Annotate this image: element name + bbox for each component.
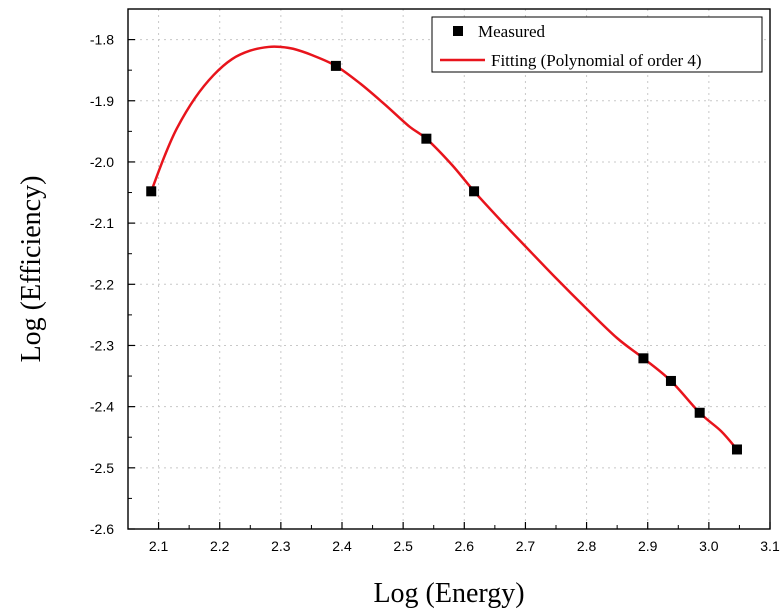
x-tick-label: 2.8 bbox=[577, 538, 597, 554]
measured-point bbox=[421, 133, 432, 144]
point-layer bbox=[146, 60, 742, 455]
legend-marker-measured bbox=[453, 26, 463, 36]
y-tick-label: -2.4 bbox=[90, 399, 114, 415]
y-tick-label: -2.3 bbox=[90, 337, 114, 353]
measured-point bbox=[330, 60, 341, 71]
y-axis: -2.6 -2.5 -2.4 -2.3 -2.2 -2.1 -2.0 -1.9 -1.8 bbox=[90, 32, 135, 537]
x-tick-label: 3.1 bbox=[760, 538, 780, 554]
measured-point bbox=[146, 186, 157, 197]
y-tick-label: -2.5 bbox=[90, 460, 114, 476]
measured-point bbox=[469, 186, 480, 197]
y-tick-label: -1.9 bbox=[90, 93, 114, 109]
x-tick-label: 2.5 bbox=[393, 538, 413, 554]
x-tick-label: 2.2 bbox=[210, 538, 230, 554]
plot-frame bbox=[127, 8, 771, 530]
measured-point bbox=[731, 444, 742, 455]
x-tick-label: 2.9 bbox=[638, 538, 658, 554]
x-axis-title: Log (Energy) bbox=[373, 578, 524, 609]
y-tick-label: -2.2 bbox=[90, 276, 114, 292]
y-tick-label: -1.8 bbox=[90, 32, 114, 48]
y-tick-label: -2.0 bbox=[90, 154, 114, 170]
measured-point bbox=[638, 353, 649, 364]
fit-layer bbox=[150, 45, 738, 451]
y-axis-title: Log (Efficiency) bbox=[16, 176, 47, 363]
x-tick-label: 2.6 bbox=[455, 538, 475, 554]
x-tick-label: 2.3 bbox=[271, 538, 291, 554]
x-tick-label: 2.4 bbox=[332, 538, 352, 554]
y-tick-label: -2.1 bbox=[90, 215, 114, 231]
legend-box bbox=[431, 16, 763, 73]
legend: Measured Fitting (Polynomial of order 4) bbox=[431, 16, 763, 73]
x-axis: 2.1 2.2 2.3 2.4 2.5 2.6 2.7 2.8 2.9 3.0 3.1 bbox=[127, 522, 780, 554]
legend-label-fitting: Fitting (Polynomial of order 4) bbox=[491, 51, 702, 70]
measured-point bbox=[694, 407, 705, 418]
fit-line bbox=[150, 45, 738, 451]
legend-label-measured: Measured bbox=[478, 22, 546, 41]
y-tick-label: -2.6 bbox=[90, 521, 114, 537]
x-tick-label: 2.7 bbox=[516, 538, 536, 554]
x-tick-label: 3.0 bbox=[699, 538, 719, 554]
x-tick-label: 2.1 bbox=[149, 538, 169, 554]
measured-point bbox=[665, 375, 676, 386]
